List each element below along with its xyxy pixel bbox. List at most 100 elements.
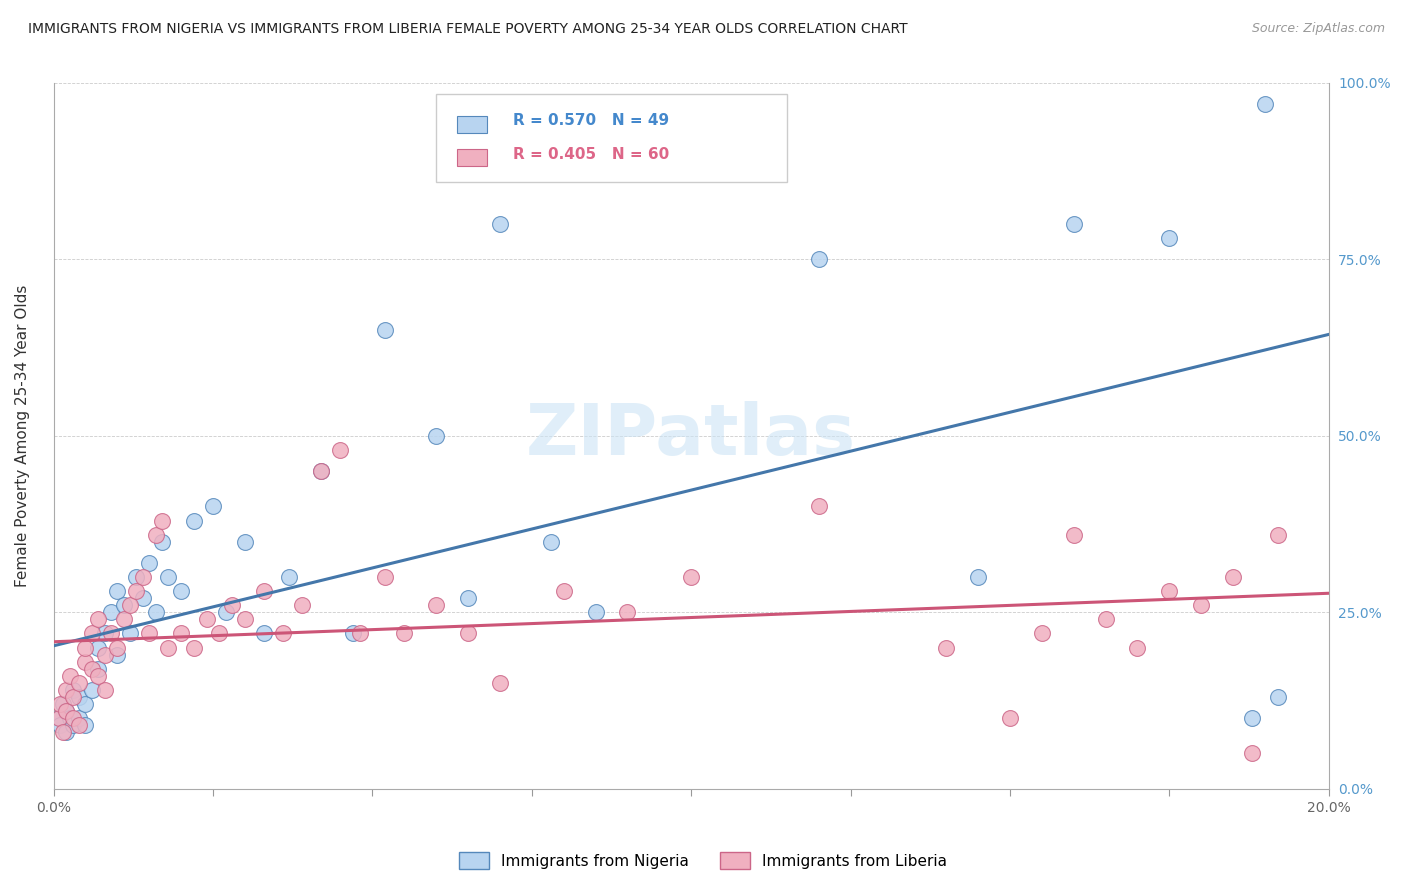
Y-axis label: Female Poverty Among 25-34 Year Olds: Female Poverty Among 25-34 Year Olds <box>15 285 30 587</box>
Point <box>132 570 155 584</box>
Point <box>1094 612 1116 626</box>
Point <box>67 711 90 725</box>
Point <box>935 640 957 655</box>
Point <box>489 217 512 231</box>
Point <box>55 704 77 718</box>
Point <box>125 584 148 599</box>
Point <box>132 591 155 606</box>
Point <box>55 682 77 697</box>
Point <box>157 640 180 655</box>
Point <box>374 570 396 584</box>
Point <box>52 725 75 739</box>
Point <box>195 612 218 626</box>
Point <box>75 640 97 655</box>
Point <box>75 655 97 669</box>
Point <box>58 669 80 683</box>
Point <box>52 697 75 711</box>
Point <box>55 725 77 739</box>
Point <box>681 570 703 584</box>
Point <box>585 605 607 619</box>
Point <box>278 570 301 584</box>
Point <box>540 534 562 549</box>
Point <box>48 711 70 725</box>
Legend: Immigrants from Nigeria, Immigrants from Liberia: Immigrants from Nigeria, Immigrants from… <box>453 846 953 875</box>
Point <box>170 584 193 599</box>
Point <box>138 626 160 640</box>
Text: ZIPatlas: ZIPatlas <box>526 401 856 470</box>
Point <box>183 640 205 655</box>
Point <box>183 514 205 528</box>
Point <box>1241 747 1264 761</box>
Point <box>807 500 830 514</box>
Point <box>49 718 72 732</box>
Point <box>1254 97 1277 112</box>
Point <box>311 464 333 478</box>
Text: R = 0.570   N = 49: R = 0.570 N = 49 <box>513 113 669 128</box>
FancyBboxPatch shape <box>457 149 486 166</box>
Point <box>112 612 135 626</box>
Text: Source: ZipAtlas.com: Source: ZipAtlas.com <box>1251 22 1385 36</box>
Point <box>1241 711 1264 725</box>
Point <box>271 626 294 640</box>
Point <box>100 626 122 640</box>
Point <box>87 640 110 655</box>
Point <box>807 252 830 267</box>
Point <box>553 584 575 599</box>
Point <box>105 648 128 662</box>
Point <box>125 570 148 584</box>
Point <box>1126 640 1149 655</box>
Point <box>93 648 115 662</box>
Point <box>1267 690 1289 704</box>
Point <box>80 662 103 676</box>
Point <box>967 570 990 584</box>
Point <box>1063 527 1085 541</box>
Point <box>80 682 103 697</box>
FancyBboxPatch shape <box>457 116 486 133</box>
Point <box>48 711 70 725</box>
Text: IMMIGRANTS FROM NIGERIA VS IMMIGRANTS FROM LIBERIA FEMALE POVERTY AMONG 25-34 YE: IMMIGRANTS FROM NIGERIA VS IMMIGRANTS FR… <box>28 22 908 37</box>
Point <box>1267 527 1289 541</box>
Point <box>998 711 1021 725</box>
Point <box>457 591 479 606</box>
Point <box>394 626 416 640</box>
Point <box>120 599 142 613</box>
Point <box>425 599 447 613</box>
Point <box>1159 231 1181 245</box>
Point <box>67 690 90 704</box>
Point <box>138 556 160 570</box>
Point <box>233 612 256 626</box>
Point <box>329 442 352 457</box>
Point <box>311 464 333 478</box>
Point <box>208 626 231 640</box>
Point <box>100 605 122 619</box>
Point <box>75 697 97 711</box>
Point <box>1189 599 1212 613</box>
Point <box>55 704 77 718</box>
Point <box>49 697 72 711</box>
Point <box>1063 217 1085 231</box>
Point <box>233 534 256 549</box>
Point <box>93 626 115 640</box>
Text: R = 0.405   N = 60: R = 0.405 N = 60 <box>513 147 669 162</box>
Point <box>80 626 103 640</box>
Point <box>87 669 110 683</box>
Point <box>291 599 314 613</box>
Point <box>215 605 238 619</box>
Point <box>145 605 167 619</box>
Point <box>221 599 243 613</box>
Point <box>201 500 224 514</box>
Point <box>62 711 84 725</box>
Point <box>58 711 80 725</box>
Point <box>87 662 110 676</box>
Point <box>1031 626 1053 640</box>
Point <box>374 323 396 337</box>
Point <box>253 626 276 640</box>
Point <box>145 527 167 541</box>
Point <box>75 718 97 732</box>
Point <box>62 718 84 732</box>
Point <box>120 626 142 640</box>
Point <box>93 682 115 697</box>
Point <box>425 429 447 443</box>
Point <box>253 584 276 599</box>
Point <box>616 605 638 619</box>
